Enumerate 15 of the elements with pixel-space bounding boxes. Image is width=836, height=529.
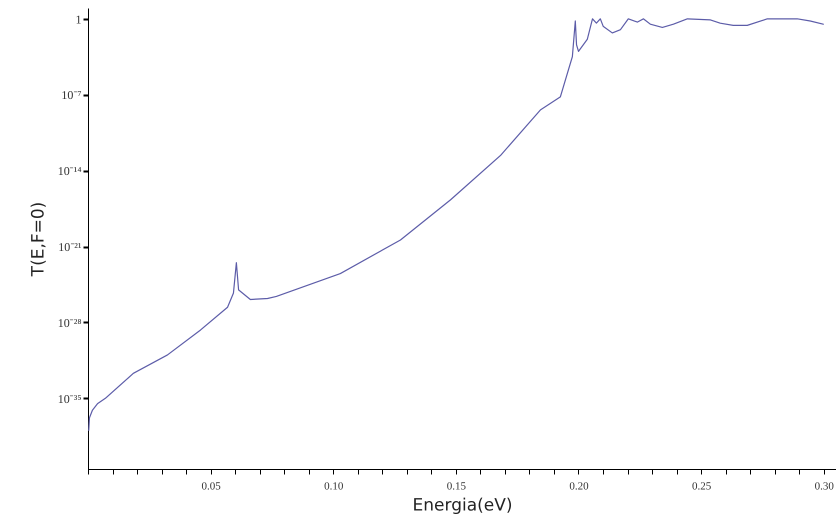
x-tick-label: 0.10 [324, 480, 344, 492]
y-tick-label: 10⁻³⁵ [58, 392, 82, 406]
x-tick-label: 0.05 [202, 480, 222, 492]
y-tick-label: 1 [76, 12, 82, 26]
y-axis-title: T(E,F=0) [28, 202, 49, 278]
y-tick-label: 10⁻¹⁴ [58, 164, 82, 178]
x-tick-label: 0.25 [692, 480, 712, 492]
y-tick-label: 10⁻⁷ [61, 88, 82, 102]
y-tick-label: 10⁻²⁸ [58, 316, 82, 330]
x-tick-label: 0.15 [446, 480, 466, 492]
line-series [88, 18, 824, 431]
x-axis-title: Energia(eV) [412, 496, 512, 516]
x-tick-label: 0.30 [814, 480, 834, 492]
y-tick-label: 10⁻²¹ [58, 240, 82, 254]
x-tick-label: 0.20 [569, 480, 590, 492]
